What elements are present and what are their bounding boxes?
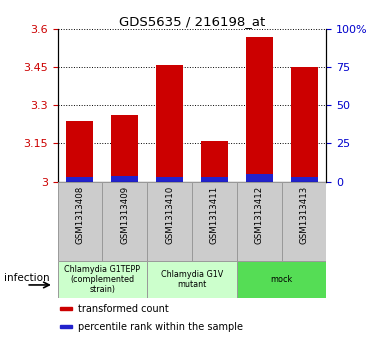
- Bar: [201, 141, 228, 182]
- Text: Chlamydia G1V
mutant: Chlamydia G1V mutant: [161, 270, 223, 289]
- Text: percentile rank within the sample: percentile rank within the sample: [78, 322, 243, 332]
- Bar: [147, 261, 237, 298]
- Bar: [237, 261, 326, 298]
- Bar: [102, 182, 147, 261]
- Bar: [290, 67, 318, 182]
- Text: infection: infection: [4, 273, 49, 283]
- Title: GDS5635 / 216198_at: GDS5635 / 216198_at: [119, 15, 265, 28]
- Bar: [58, 182, 102, 261]
- Bar: [246, 37, 273, 182]
- Bar: [246, 174, 273, 182]
- Bar: [60, 307, 72, 310]
- Bar: [58, 261, 147, 298]
- Bar: [66, 177, 93, 182]
- Text: GSM1313411: GSM1313411: [210, 185, 219, 244]
- Bar: [111, 176, 138, 182]
- Bar: [290, 177, 318, 182]
- Text: GSM1313408: GSM1313408: [75, 185, 85, 244]
- Text: mock: mock: [270, 275, 293, 284]
- Bar: [201, 177, 228, 182]
- Text: transformed count: transformed count: [78, 304, 168, 314]
- Bar: [60, 325, 72, 329]
- Bar: [66, 121, 93, 182]
- Text: GSM1313410: GSM1313410: [165, 185, 174, 244]
- Bar: [156, 177, 183, 182]
- Bar: [111, 115, 138, 182]
- Bar: [192, 182, 237, 261]
- Bar: [156, 65, 183, 182]
- Text: GSM1313412: GSM1313412: [255, 185, 264, 244]
- Bar: [282, 182, 326, 261]
- Bar: [147, 182, 192, 261]
- Bar: [237, 182, 282, 261]
- Text: GSM1313413: GSM1313413: [299, 185, 309, 244]
- Text: GSM1313409: GSM1313409: [120, 185, 129, 244]
- Text: Chlamydia G1TEPP
(complemented
strain): Chlamydia G1TEPP (complemented strain): [64, 265, 140, 294]
